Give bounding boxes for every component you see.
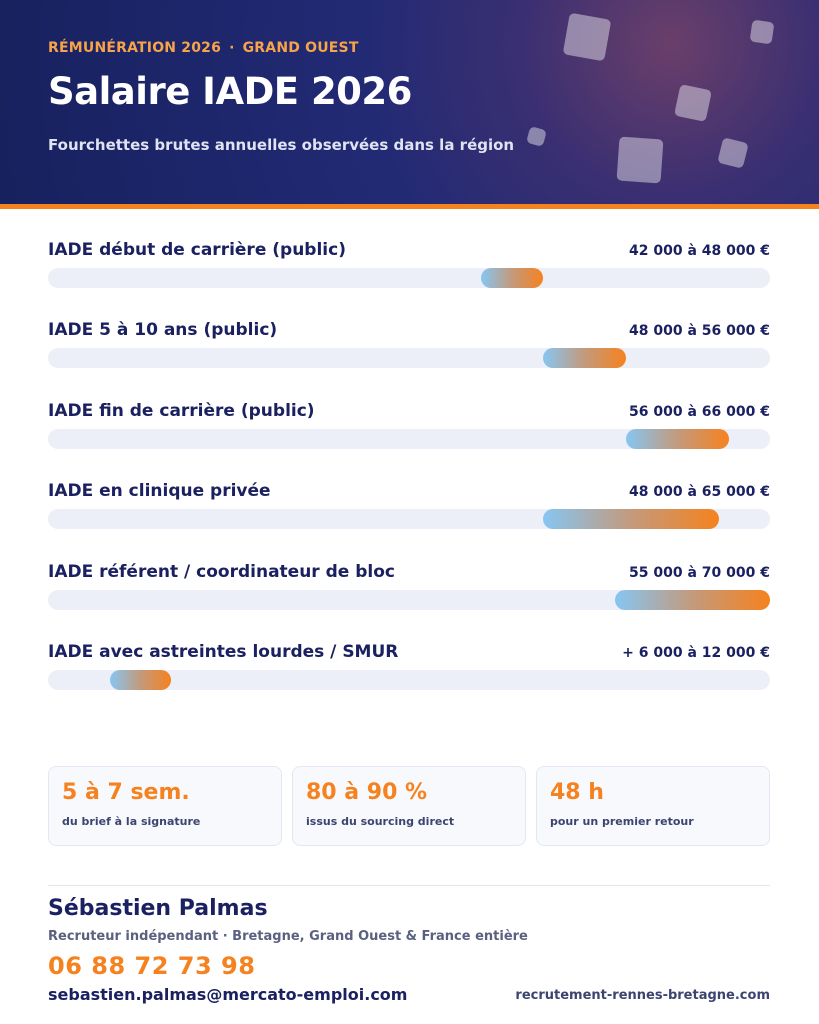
contact-name: Sébastien Palmas <box>48 896 268 921</box>
salary-range-track <box>48 590 770 610</box>
page-subtitle: Fourchettes brutes annuelles observées d… <box>48 136 515 154</box>
stat-caption: pour un premier retour <box>550 815 694 828</box>
decorative-square-icon <box>562 12 612 62</box>
salary-row-label: IADE fin de carrière (public) <box>48 401 315 421</box>
decorative-square-icon <box>674 84 712 122</box>
salary-row: IADE début de carrière (public) 42 000 à… <box>48 230 770 300</box>
stat-card-delay: 5 à 7 sem. du brief à la signature <box>48 766 282 846</box>
decorative-square-icon <box>717 137 749 169</box>
salary-row-label: IADE référent / coordinateur de bloc <box>48 562 395 582</box>
salary-range-track <box>48 509 770 529</box>
stat-caption: du brief à la signature <box>62 815 201 828</box>
salary-row-value: 48 000 à 65 000 € <box>629 484 770 500</box>
salary-row: IADE 5 à 10 ans (public) 48 000 à 56 000… <box>48 310 770 380</box>
eyebrow-topic: RÉMUNÉRATION 2026 <box>48 40 222 56</box>
stat-caption: issus du sourcing direct <box>306 815 455 828</box>
salary-row-label: IADE avec astreintes lourdes / SMUR <box>48 642 399 662</box>
stat-value: 5 à 7 sem. <box>62 780 190 805</box>
salary-row-value: + 6 000 à 12 000 € <box>622 645 770 661</box>
contact-phone-link[interactable]: 06 88 72 73 98 <box>48 952 256 980</box>
salary-row: IADE avec astreintes lourdes / SMUR + 6 … <box>48 632 770 702</box>
salary-range-bar <box>110 670 172 690</box>
salary-range-bar <box>543 348 626 368</box>
contact-website-link[interactable]: recrutement-rennes-bretagne.com <box>515 988 770 1003</box>
salary-row-value: 48 000 à 56 000 € <box>629 323 770 339</box>
stat-card-response: 48 h pour un premier retour <box>536 766 770 846</box>
stat-value: 48 h <box>550 780 604 805</box>
eyebrow: RÉMUNÉRATION 2026 · GRAND OUEST <box>48 40 359 56</box>
salary-row-value: 56 000 à 66 000 € <box>629 404 770 420</box>
footer-divider <box>48 885 770 886</box>
salary-range-bar <box>481 268 544 288</box>
salary-row: IADE fin de carrière (public) 56 000 à 6… <box>48 391 770 461</box>
salary-row-label: IADE 5 à 10 ans (public) <box>48 320 278 340</box>
header-banner: RÉMUNÉRATION 2026 · GRAND OUEST Salaire IA… <box>0 0 819 204</box>
salary-range-track <box>48 348 770 368</box>
decorative-square-icon <box>526 126 547 147</box>
eyebrow-separator: · <box>229 40 235 56</box>
eyebrow-region: GRAND OUEST <box>242 40 359 56</box>
salary-range-bar <box>625 429 729 449</box>
salary-range-track <box>48 268 770 288</box>
salary-row-value: 55 000 à 70 000 € <box>629 565 770 581</box>
salary-row-value: 42 000 à 48 000 € <box>629 243 770 259</box>
salary-row: IADE référent / coordinateur de bloc 55 … <box>48 552 770 622</box>
salary-row: IADE en clinique privée 48 000 à 65 000 … <box>48 471 770 541</box>
page-title: Salaire IADE 2026 <box>48 70 412 113</box>
header-accent-strip <box>0 204 819 209</box>
salary-range-track <box>48 670 770 690</box>
salary-range-bar <box>543 509 719 529</box>
salary-range-track <box>48 429 770 449</box>
contact-email-link[interactable]: sebastien.palmas@mercato-emploi.com <box>48 985 408 1004</box>
salary-range-bar <box>615 590 770 610</box>
stat-card-sourcing: 80 à 90 % issus du sourcing direct <box>292 766 526 846</box>
decorative-square-icon <box>749 19 775 45</box>
contact-role: Recruteur indépendant · Bretagne, Grand … <box>48 929 528 944</box>
decorative-square-icon <box>616 136 664 184</box>
salary-row-label: IADE en clinique privée <box>48 481 271 501</box>
salary-row-label: IADE début de carrière (public) <box>48 240 346 260</box>
stat-value: 80 à 90 % <box>306 780 428 805</box>
